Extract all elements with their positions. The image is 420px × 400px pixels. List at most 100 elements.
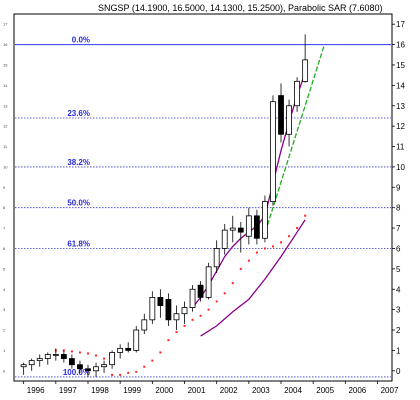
sar-dot <box>183 324 186 327</box>
candle <box>117 344 124 359</box>
y-tick-label-left: 2 <box>3 328 6 333</box>
y-tick-label-left: 11 <box>3 144 8 149</box>
candle <box>197 281 204 302</box>
y-tick-label: 3 <box>396 306 401 315</box>
x-tick-label: 2007 <box>381 386 399 395</box>
sar-dot <box>288 235 291 238</box>
candle-body <box>28 360 35 366</box>
y-tick-label: 17 <box>396 20 405 29</box>
fib-label: 50.0% <box>67 199 90 208</box>
y-tick-label: 10 <box>396 163 405 172</box>
y-tick-label-left: 17 <box>3 22 8 27</box>
candle <box>101 360 107 373</box>
y-tick-label: 12 <box>396 122 405 131</box>
candle-body <box>157 297 164 306</box>
candle <box>85 364 91 377</box>
candle-body <box>77 364 83 370</box>
x-tick-label: 2005 <box>316 386 334 395</box>
y-tick-label-left: 1 <box>3 348 6 353</box>
candle <box>69 354 75 369</box>
candle-body <box>93 366 99 372</box>
candle <box>237 221 244 253</box>
y-tick-label-left: 14 <box>3 83 8 88</box>
candle <box>245 207 252 245</box>
y-tick-label: 6 <box>396 244 401 253</box>
candle <box>149 291 156 324</box>
sar-dot <box>111 373 114 376</box>
candle-body <box>181 307 188 315</box>
candle <box>205 262 212 300</box>
y-tick-label-left: 5 <box>3 266 6 271</box>
candle <box>221 224 228 255</box>
candle-body <box>197 284 204 298</box>
y-tick-label: 15 <box>396 61 405 70</box>
fib-label: 38.2% <box>67 158 90 167</box>
sar-dot <box>70 350 73 353</box>
y-tick-label-left: 0 <box>3 368 6 373</box>
candle <box>93 362 99 377</box>
trendline-group <box>262 44 326 239</box>
fib-levels: 0.0% 23.6% 38.2% 50.0% 61.8% 100.0% <box>15 36 391 378</box>
y-tick-label: 13 <box>396 102 405 111</box>
candle <box>36 354 43 367</box>
fib-label: 23.6% <box>67 109 90 118</box>
sar-dot <box>159 351 162 354</box>
candle <box>213 240 220 273</box>
candle-body <box>141 319 148 331</box>
candle-body <box>133 329 140 351</box>
sar-dot <box>263 247 266 250</box>
candle-body <box>213 248 220 268</box>
candle <box>60 350 67 363</box>
sar-dot <box>95 354 98 357</box>
x-tick-label: 1996 <box>27 386 45 395</box>
y-tick-label: 4 <box>396 285 401 294</box>
sar-dot <box>280 241 283 244</box>
x-tick-label: 2001 <box>188 386 206 395</box>
sar-dot <box>207 308 210 311</box>
y-tick-label-left: 15 <box>3 62 8 67</box>
candle <box>302 34 309 83</box>
y-tick-label-left: 16 <box>3 42 8 47</box>
candle-body <box>253 215 260 239</box>
candle-body <box>189 288 196 309</box>
sar-dot <box>127 371 130 374</box>
sar-dot <box>143 365 146 368</box>
candle-body <box>294 80 300 107</box>
sar-dot <box>199 314 202 317</box>
candle-body <box>117 347 124 353</box>
sar-dot <box>247 259 250 262</box>
candle-body <box>60 354 67 359</box>
sar-dot <box>175 331 178 334</box>
chart-title: SNGSP (14.1900, 16.5000, 14.1300, 15.250… <box>98 3 383 13</box>
sar-dot <box>304 214 307 217</box>
candle <box>294 77 300 112</box>
y-tick-label: 7 <box>396 224 401 233</box>
candle-body <box>20 364 27 368</box>
y-tick-label-left: 13 <box>3 103 8 108</box>
sar-dot <box>151 359 154 362</box>
candle <box>229 215 236 243</box>
candle <box>270 95 276 206</box>
candle-body <box>278 95 284 135</box>
sar-dot <box>231 282 234 285</box>
sar-dot <box>191 318 194 321</box>
y-tick-label-left: 4 <box>3 287 6 292</box>
y-tick-label-left: 3 <box>3 307 6 312</box>
candle-body <box>286 105 292 135</box>
y-tick-label: 8 <box>396 204 401 213</box>
x-tick-label: 2006 <box>348 386 366 395</box>
candle-body <box>245 215 252 237</box>
sar-dot <box>223 292 226 295</box>
sar-dot <box>296 227 299 230</box>
y-tick-label: 14 <box>396 81 405 90</box>
sar-dot <box>119 373 122 376</box>
plot-area <box>13 13 393 382</box>
candle <box>262 195 268 243</box>
sar-dot <box>167 339 170 342</box>
y-tick-label: 1 <box>396 346 401 355</box>
candle <box>125 342 132 353</box>
candle-body <box>44 354 51 359</box>
candle-body <box>262 201 268 239</box>
candle <box>181 301 188 324</box>
